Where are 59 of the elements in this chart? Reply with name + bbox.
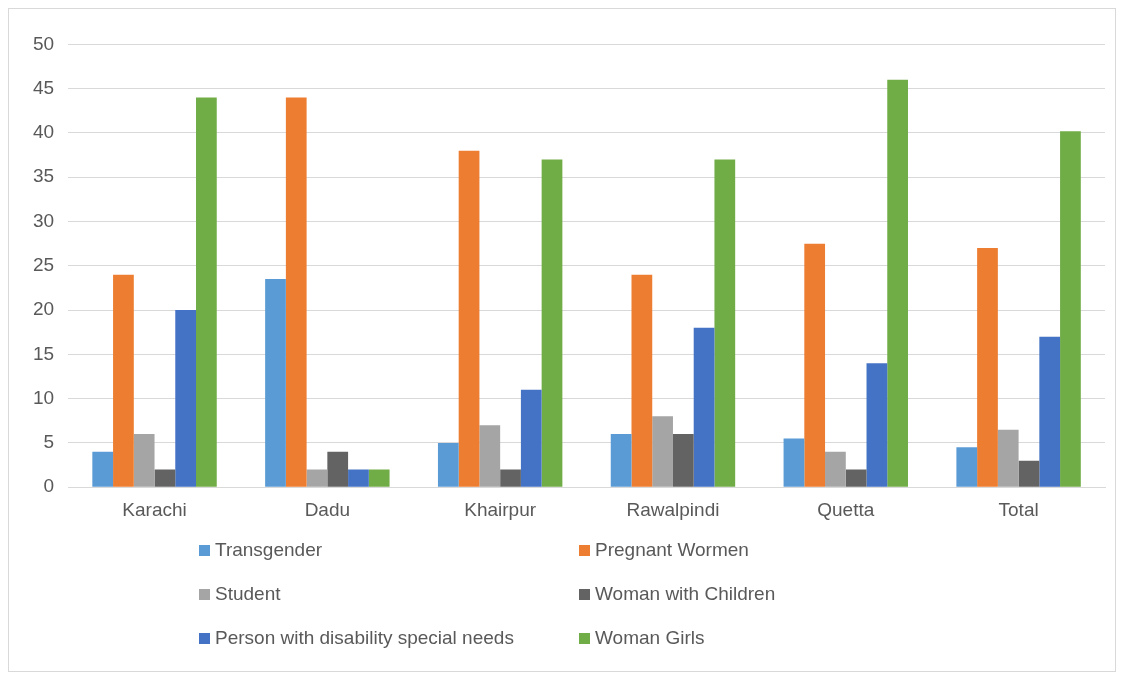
- y-tick-label: 0: [43, 475, 55, 497]
- legend-label: Pregnant Wormen: [595, 539, 749, 561]
- bar: [133, 434, 155, 487]
- bar: [887, 79, 908, 487]
- bar: [92, 451, 114, 487]
- bar: [977, 248, 998, 487]
- bar: [804, 243, 826, 487]
- legend-label: Student: [215, 583, 281, 605]
- bar: [956, 447, 978, 487]
- y-tick-label: 5: [43, 431, 55, 453]
- y-tick-label: 35: [32, 165, 55, 187]
- bar: [866, 363, 888, 487]
- bar: [1039, 336, 1061, 487]
- y-tick-label: 15: [32, 342, 55, 364]
- bar: [306, 469, 328, 487]
- y-tick-label: 50: [32, 32, 55, 54]
- legend-label: Transgender: [215, 539, 323, 561]
- y-tick-label: 25: [32, 254, 55, 276]
- bar: [437, 442, 459, 487]
- bar: [285, 97, 307, 487]
- bar: [693, 327, 715, 487]
- bar: [520, 389, 542, 487]
- bar: [458, 150, 480, 487]
- x-tick-label: Total: [998, 498, 1039, 520]
- bar: [175, 310, 197, 487]
- x-tick-label: Dadu: [304, 498, 351, 520]
- bar: [348, 469, 369, 487]
- bar: [327, 451, 349, 487]
- y-tick-label: 10: [32, 386, 55, 408]
- bar: [631, 274, 653, 487]
- x-tick-label: Khairpur: [464, 498, 537, 520]
- bar: [825, 451, 846, 487]
- bar: [1018, 460, 1040, 487]
- bar: [368, 469, 390, 487]
- bar: [672, 434, 694, 487]
- bar: [997, 429, 1019, 487]
- bar: [500, 469, 521, 487]
- bar: [196, 97, 217, 487]
- bar: [154, 469, 176, 487]
- x-tick-label: Quetta: [817, 498, 875, 520]
- bar: [479, 425, 501, 487]
- y-tick-label: 45: [32, 76, 55, 98]
- bar: [541, 159, 563, 487]
- legend-label: Woman with Children: [595, 583, 776, 605]
- bar: [265, 279, 286, 487]
- bar: [714, 159, 736, 487]
- bar: [1060, 131, 1081, 487]
- legend-label: Woman Girls: [595, 627, 705, 649]
- x-tick-label: Rawalpindi: [626, 498, 720, 520]
- y-tick-label: 20: [32, 298, 55, 320]
- bar: [113, 274, 134, 487]
- bar: [610, 434, 632, 487]
- bar: [652, 416, 673, 487]
- bar: [845, 469, 867, 487]
- y-tick-label: 30: [32, 209, 55, 231]
- x-tick-label: Karachi: [122, 498, 187, 520]
- bar: [783, 438, 805, 487]
- legend-label: Person with disability special needs: [215, 627, 514, 649]
- y-tick-label: 40: [32, 121, 55, 143]
